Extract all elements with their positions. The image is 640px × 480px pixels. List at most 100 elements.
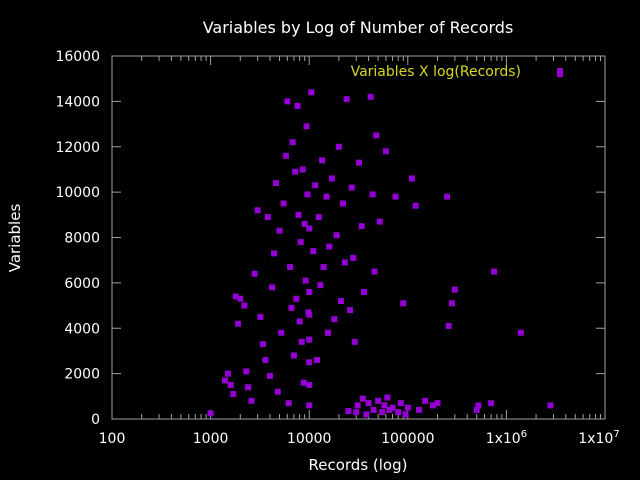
x-tick-label-exponent: 6	[521, 429, 527, 440]
x-tick-label-base: 1000	[193, 431, 229, 447]
data-point	[266, 372, 273, 379]
data-point	[241, 302, 248, 309]
y-tick-label: 2000	[64, 367, 100, 383]
data-point	[408, 175, 415, 182]
y-tick-label: 10000	[55, 185, 100, 201]
data-point	[310, 248, 317, 255]
data-point	[272, 180, 279, 187]
y-tick-label: 16000	[55, 49, 100, 65]
y-tick-label: 8000	[64, 231, 100, 247]
x-tick-label-base: 1x10	[486, 431, 521, 447]
data-point	[370, 406, 377, 413]
data-point	[257, 313, 264, 320]
data-point	[306, 359, 313, 366]
data-point	[369, 191, 376, 198]
data-point	[381, 402, 388, 409]
plot-frame	[111, 55, 606, 420]
data-point	[376, 218, 383, 225]
x-tick-label: 1x106	[486, 429, 527, 447]
data-point	[285, 400, 292, 407]
data-point	[278, 329, 285, 336]
data-point	[274, 388, 281, 395]
data-point	[294, 102, 301, 109]
data-point	[324, 329, 331, 336]
data-point	[292, 168, 299, 175]
data-point	[289, 139, 296, 146]
data-point	[557, 71, 564, 78]
data-point	[422, 397, 429, 404]
data-point	[429, 402, 436, 409]
x-tick-label-base: 1x10	[578, 431, 613, 447]
data-point	[306, 288, 313, 295]
data-point	[230, 391, 237, 398]
data-point	[276, 227, 283, 234]
data-point	[288, 304, 295, 311]
data-point	[379, 409, 386, 416]
data-point	[358, 223, 365, 230]
data-point	[397, 400, 404, 407]
data-point	[351, 338, 358, 345]
x-tick-label-exponent: 7	[613, 429, 619, 440]
data-point	[295, 211, 302, 218]
data-point	[363, 411, 370, 418]
data-point	[386, 406, 393, 413]
data-point	[354, 402, 361, 409]
data-point	[451, 286, 458, 293]
data-point	[251, 270, 258, 277]
data-point	[395, 409, 402, 416]
data-point	[333, 232, 340, 239]
data-point	[491, 268, 498, 275]
data-point	[341, 259, 348, 266]
data-point	[328, 175, 335, 182]
data-point	[235, 320, 242, 327]
y-axis-label: Variables	[6, 204, 24, 273]
data-point	[475, 402, 482, 409]
data-point	[335, 143, 342, 150]
data-point	[350, 254, 357, 261]
data-point	[402, 411, 409, 418]
data-point	[326, 243, 333, 250]
data-point	[297, 239, 304, 246]
data-point	[293, 295, 300, 302]
data-point	[547, 402, 554, 409]
data-point	[343, 96, 350, 103]
data-point	[348, 184, 355, 191]
data-point	[314, 357, 321, 364]
data-point	[339, 200, 346, 207]
y-tick-label: 0	[91, 412, 100, 428]
data-point	[304, 191, 311, 198]
data-point	[319, 157, 326, 164]
data-point	[284, 98, 291, 105]
x-tick-label: 10000	[287, 431, 332, 447]
data-point	[389, 404, 396, 411]
data-point	[412, 202, 419, 209]
data-point	[347, 307, 354, 314]
data-point	[323, 193, 330, 200]
x-tick-label: 1x107	[578, 429, 619, 447]
data-point	[359, 395, 366, 402]
data-point	[392, 193, 399, 200]
y-axis-ticks: 0 2000 4000 6000 8000 10000 12000 14000 16000	[55, 49, 605, 428]
data-point	[296, 318, 303, 325]
data-point	[207, 410, 214, 417]
data-point	[337, 298, 344, 305]
x-tick-label: 100000	[381, 431, 434, 447]
y-tick-label: 6000	[64, 276, 100, 292]
data-point	[301, 220, 308, 227]
data-point	[367, 93, 374, 100]
data-point	[232, 293, 239, 300]
y-tick-label: 4000	[64, 321, 100, 337]
legend: Variables X log(Records)	[351, 64, 563, 80]
data-point	[308, 89, 315, 96]
data-point	[264, 214, 271, 221]
data-point	[290, 352, 297, 359]
data-point	[444, 193, 451, 200]
data-point	[373, 132, 380, 139]
data-point	[254, 207, 261, 214]
data-point	[356, 159, 363, 166]
data-point	[227, 381, 234, 388]
data-point	[306, 311, 313, 318]
data-point	[306, 225, 313, 232]
data-point	[299, 166, 306, 173]
data-point	[416, 406, 423, 413]
